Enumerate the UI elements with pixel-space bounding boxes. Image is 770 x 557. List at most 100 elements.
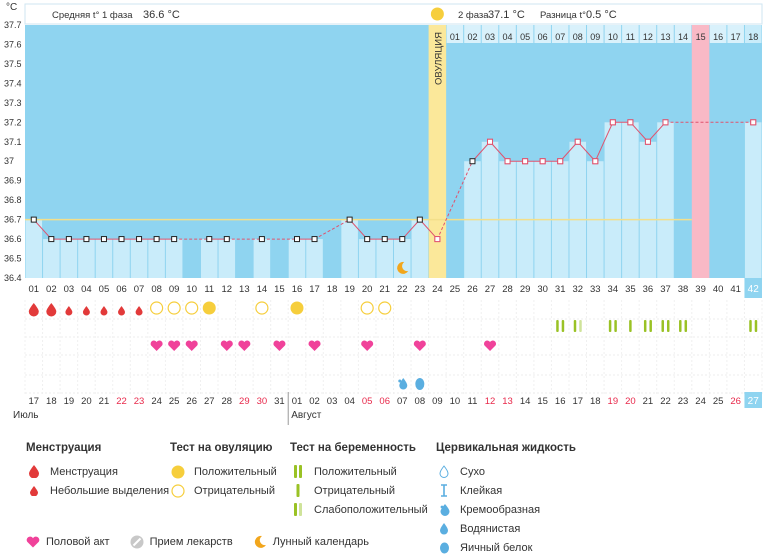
temp-point (416, 216, 423, 223)
heart-icon (413, 340, 426, 351)
dpo-label: 16 (713, 32, 723, 42)
ovulation-test-positive-icon (202, 301, 216, 315)
sun-filled-icon (170, 465, 186, 479)
dpo-label: 08 (573, 32, 583, 42)
calendar-date-label: 23 (134, 396, 145, 407)
calendar-date-label: 24 (151, 396, 162, 407)
heart-icon (26, 536, 40, 548)
heart-icon (168, 340, 181, 351)
calendar-date-label: 16 (555, 396, 566, 407)
legend-title: Тест на овуляцию (170, 442, 273, 454)
dpo-cell (516, 25, 534, 43)
cycle-day-label: 24 (432, 284, 443, 295)
spotting-drop-icon (82, 306, 90, 316)
test-positive-icon (290, 465, 306, 478)
drop-icon (26, 465, 42, 478)
cycle-day-label: 35 (625, 284, 636, 295)
y-tick-label: 36.4 (4, 273, 22, 283)
calendar-date-label: 03 (327, 396, 338, 407)
cycle-day-label: 31 (555, 284, 566, 295)
temp-bar (376, 239, 393, 278)
cycle-day-label: 29 (520, 284, 531, 295)
cycle-day-label: 37 (660, 284, 671, 295)
temp-point (136, 236, 143, 243)
ovulation-test-positive-icon (290, 301, 304, 315)
temp-line-segment (489, 141, 508, 162)
cycle-day-label: 18 (327, 284, 338, 295)
temp-line-segment (577, 141, 596, 162)
legend-label: Слабоположительный (314, 503, 428, 516)
calendar-date-label: 21 (99, 396, 110, 407)
dpo-cell (657, 25, 674, 43)
temp-point-marker (574, 138, 581, 145)
temp-bar (165, 239, 183, 278)
calendar-date-label: 02 (309, 396, 320, 407)
calendar-date-label: 11 (468, 396, 478, 407)
calendar-date-label: 20 (625, 396, 636, 407)
temp-bar (148, 239, 165, 278)
temp-point (30, 216, 37, 223)
pill-icon (130, 535, 144, 549)
cycle-day-label: 33 (590, 284, 601, 295)
cycle-day-label: 03 (64, 284, 75, 295)
cycle-day-label: 15 (274, 284, 285, 295)
cycle-day-label: 20 (362, 284, 373, 295)
dpo-cell (587, 25, 604, 43)
dpo-label: 07 (555, 32, 565, 42)
temp-bar (253, 239, 271, 278)
legend-label: Лунный календарь (272, 536, 369, 548)
legend-label: Менструация (50, 465, 118, 478)
dpo-label: 06 (538, 32, 548, 42)
dpo-label: 14 (678, 32, 688, 42)
calendar-date-label: 26 (186, 396, 197, 407)
cycle-day-label: 11 (204, 284, 214, 295)
temp-point (381, 236, 388, 243)
cycle-day-label: 22 (397, 284, 408, 295)
temp-line-segment (33, 219, 52, 240)
dpo-cell (464, 25, 481, 43)
cycle-day-label: 12 (222, 284, 233, 295)
temp-bar (604, 122, 622, 278)
ovulation-test-negative-icon (167, 301, 181, 315)
heart-icon (185, 340, 198, 351)
temp-bar (481, 141, 499, 278)
y-tick-label: 37.4 (4, 78, 22, 88)
legend-label: Отрицательный (194, 484, 275, 497)
cycle-day-label: 04 (81, 284, 92, 295)
cycle-day-label: 23 (415, 284, 426, 295)
calendar-date-label: 18 (46, 396, 57, 407)
ovulation-test-negative-icon (378, 301, 392, 315)
cycle-day-label: 36 (643, 284, 654, 295)
dpo-cell (481, 25, 499, 43)
y-tick-label: 36.9 (4, 176, 22, 186)
cycle-day-label: 05 (99, 284, 110, 295)
dpo-cell (744, 25, 762, 43)
calendar-date-label: 27 (748, 396, 760, 407)
temp-point (223, 236, 230, 243)
small-drop-icon (26, 485, 42, 496)
calendar-date-label: 09 (432, 396, 443, 407)
calendar-date-label: 25 (713, 396, 724, 407)
temp-point (346, 216, 353, 223)
legend-label: Прием лекарств (149, 536, 233, 548)
temp-point (311, 236, 318, 243)
calendar-date-label: 19 (64, 396, 75, 407)
y-tick-label: 36.6 (4, 234, 22, 244)
temp-point (258, 236, 265, 243)
temp-bar (657, 122, 674, 278)
temp-point-marker (504, 158, 511, 165)
calendar-date-label: 22 (660, 396, 671, 407)
temp-line-gap (436, 161, 473, 240)
pregnancy-test-positive-icon (749, 320, 752, 332)
dpo-label: 17 (731, 32, 741, 42)
temp-point-marker (644, 138, 651, 145)
creamy-icon (399, 378, 408, 390)
calendar-date-label: 17 (28, 396, 39, 407)
calendar-date-label: 27 (204, 396, 215, 407)
calendar-date-label: 25 (169, 396, 180, 407)
dpo-label: 03 (485, 32, 495, 42)
ovulation-column (428, 25, 447, 278)
temp-point (293, 236, 300, 243)
current-day-cell (744, 278, 762, 298)
cycle-day-label: 19 (344, 284, 355, 295)
